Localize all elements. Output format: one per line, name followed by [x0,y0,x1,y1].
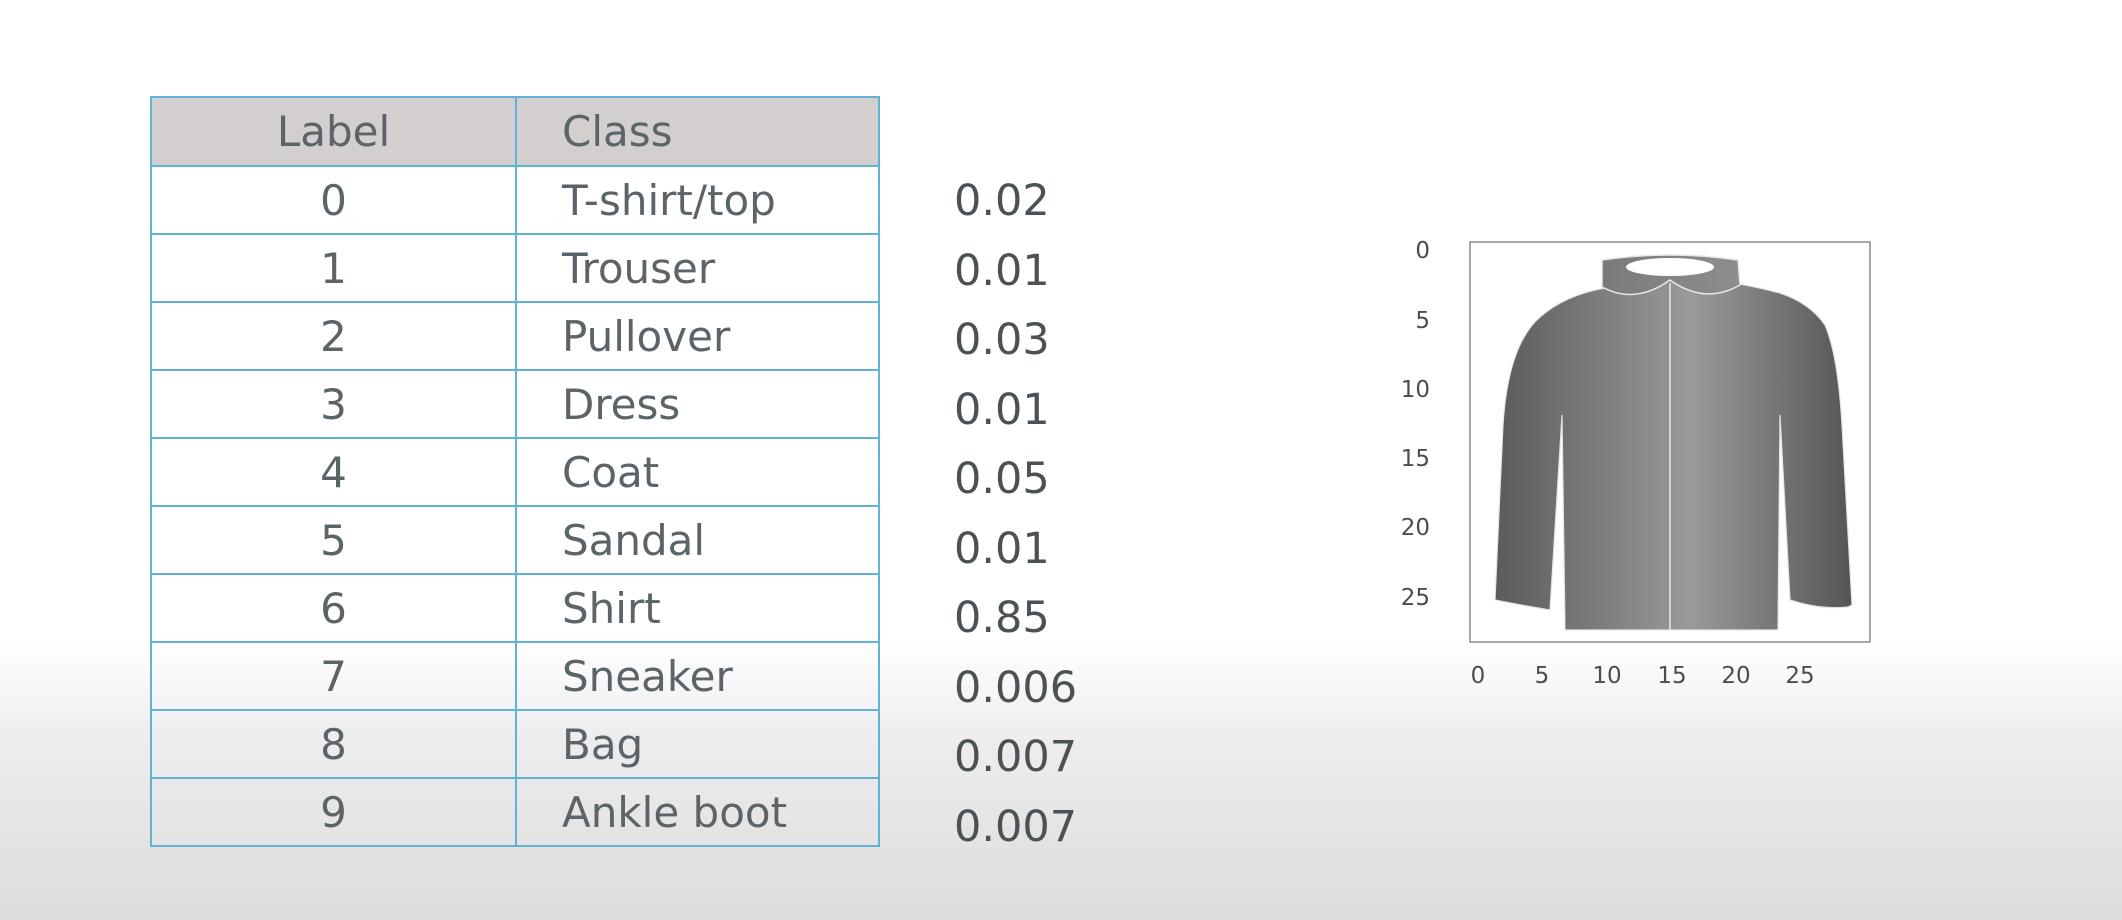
header-label: Label [150,96,517,167]
table-row: 1 Trouser [150,233,880,303]
x-tick-label: 10 [1592,663,1621,689]
row-class: T-shirt/top [515,165,880,235]
row-class: Sneaker [515,641,880,711]
row-label: 0 [150,165,517,235]
row-label: 4 [150,437,517,507]
row-label: 5 [150,505,517,575]
x-tick-label: 5 [1535,663,1550,689]
probability-value: 0.02 [954,176,1050,226]
probability-value: 0.05 [954,454,1050,504]
header-class: Class [515,96,880,167]
table-header-row: Label Class [150,96,880,167]
row-label: 2 [150,301,517,371]
image-plot-svg: 0 5 10 15 20 25 0 5 10 15 20 25 [1401,238,1871,689]
row-label: 8 [150,709,517,779]
x-tick-label: 15 [1657,663,1686,689]
x-tick-label: 0 [1471,663,1486,689]
y-tick-label: 15 [1401,446,1430,472]
table-row: 5 Sandal [150,505,880,575]
shirt-image [1494,254,1853,631]
table-row: 3 Dress [150,369,880,439]
table-row: 8 Bag [150,709,880,779]
probability-value: 0.03 [954,315,1050,365]
probability-value: 0.007 [954,801,1078,852]
row-label: 1 [150,233,517,303]
y-tick-label: 5 [1415,308,1430,334]
row-label: 9 [150,777,517,847]
row-label: 7 [150,641,517,711]
table-row: 0 T-shirt/top [150,165,880,235]
probability-value: 0.006 [954,662,1078,713]
row-class: Shirt [515,573,880,643]
row-label: 6 [150,573,517,643]
table-row: 4 Coat [150,437,880,507]
row-class: Pullover [515,301,880,371]
y-tick-label: 20 [1401,515,1430,541]
probability-list: 0.02 0.01 0.03 0.01 0.05 0.01 0.85 0.006… [954,167,1077,862]
row-label: 3 [150,369,517,439]
x-tick-label: 25 [1785,663,1814,689]
row-class: Ankle boot [515,777,880,847]
y-tick-label: 0 [1415,238,1430,264]
row-class: Coat [515,437,880,507]
row-class: Trouser [515,233,880,303]
x-tick-label: 20 [1721,663,1750,689]
probability-value: 0.01 [954,523,1050,574]
y-tick-label: 25 [1401,585,1430,611]
row-class: Bag [515,709,880,779]
probability-value: 0.01 [954,384,1050,435]
table-row: 9 Ankle boot [150,777,880,847]
row-class: Sandal [515,505,880,575]
y-tick-label: 10 [1401,377,1430,403]
probability-value: 0.007 [954,732,1078,782]
row-class: Dress [515,369,880,439]
image-plot: 0 5 10 15 20 25 0 5 10 15 20 25 [1400,225,1900,705]
probability-value: 0.01 [954,245,1050,296]
table-row: 2 Pullover [150,301,880,371]
class-table: Label Class 0 T-shirt/top 1 Trouser 2 Pu… [150,96,880,847]
probability-value: 0.85 [954,593,1050,643]
table-row: 6 Shirt [150,573,880,643]
table-row: 7 Sneaker [150,641,880,711]
